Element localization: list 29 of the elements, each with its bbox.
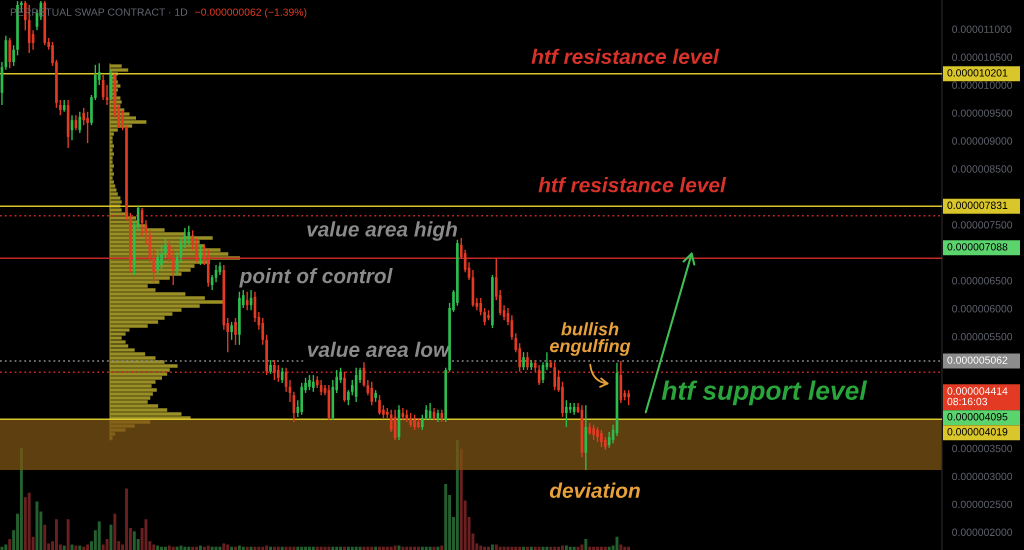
y-tick-label: 0.000009000 xyxy=(952,137,1013,145)
y-tick-label: 0.000009500 xyxy=(952,109,1013,117)
text: 0.000007088 xyxy=(947,243,1008,251)
text: 0.000004095 xyxy=(947,413,1008,421)
y-tick-label: 0.000002500 xyxy=(952,500,1013,509)
y-tick-label: 0.000002000 xyxy=(952,528,1013,536)
text: −0.000000062 (−1.39%) xyxy=(195,8,307,18)
y-tick-label: 0.000006000 xyxy=(952,305,1013,313)
ref-line-label: value area high xyxy=(307,221,457,241)
text: 0.000010201 xyxy=(947,69,1008,77)
y-tick-label: 0.000010000 xyxy=(952,81,1013,89)
y-tick-label: 0.000003500 xyxy=(952,444,1013,453)
text: 0.000004414 08:16:03 xyxy=(947,387,1008,406)
ref-line-label: htf resistance level xyxy=(531,48,720,65)
text: 0.000005062 xyxy=(947,356,1008,364)
text: 0.000007831 xyxy=(947,201,1008,209)
ref-line-label: htf support level xyxy=(661,380,868,406)
band-label: deviation xyxy=(549,482,640,498)
y-tick-label: 0.000008500 xyxy=(952,165,1013,173)
y-tick-label: 0.000011000 xyxy=(952,25,1012,33)
y-tick-label: 0.000010500 xyxy=(952,53,1013,61)
annotation: bullish engulfing xyxy=(549,322,631,356)
ref-line-label: point of control xyxy=(239,267,393,288)
text: 0.000004019 xyxy=(947,428,1008,436)
y-tick-label: 0.000003000 xyxy=(952,472,1013,481)
y-tick-label: 0.000007500 xyxy=(952,221,1013,229)
y-tick-label: 0.000005500 xyxy=(952,332,1013,341)
ref-line-label: htf resistance level xyxy=(538,177,727,193)
y-tick-label: 0.000006500 xyxy=(952,277,1013,285)
